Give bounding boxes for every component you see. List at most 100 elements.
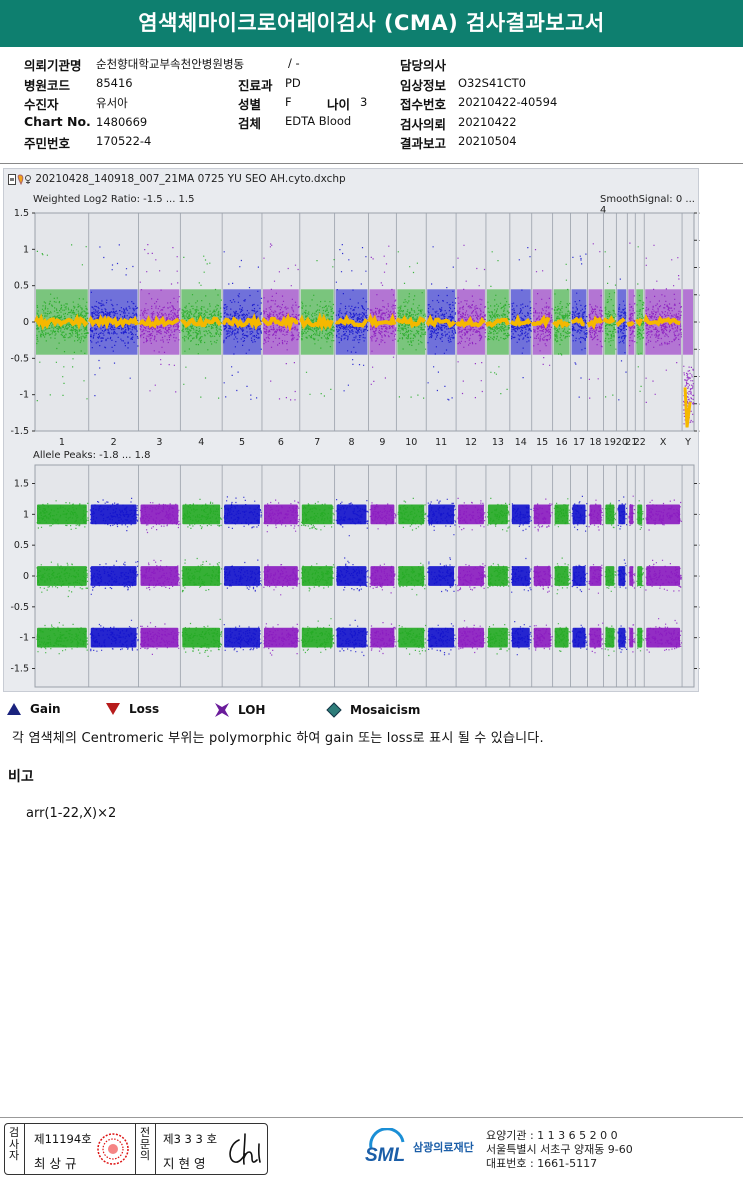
allele-band-chr-4 xyxy=(182,627,221,648)
left-tick-label: 1 xyxy=(23,509,29,520)
allele-band-chr-6 xyxy=(263,504,298,525)
legend: Gain Loss LOH Mosaicism xyxy=(6,702,726,722)
allele-scatter-chr-16 xyxy=(553,498,571,528)
allele-scatter-chr-8 xyxy=(335,499,369,537)
right-tick-label: - 3 xyxy=(699,263,700,274)
left-tick-label: -0.5 xyxy=(10,602,29,613)
header-divider xyxy=(0,163,743,164)
smooth-signal-chr-4 xyxy=(180,315,222,329)
smooth-signal-chr-3 xyxy=(138,314,180,329)
allele-band-chr-20 xyxy=(618,504,626,525)
institution-address: 서울특별시 서초구 양재동 9-60 xyxy=(486,1143,633,1156)
chart-no: 1480669 xyxy=(96,115,148,129)
chromosome-label: 3 xyxy=(156,437,162,448)
allele-band-chr-18 xyxy=(589,504,602,525)
specimen: EDTA Blood xyxy=(285,114,352,128)
age-label: 나이 xyxy=(327,97,351,112)
allele-scatter-chr-2 xyxy=(89,619,139,652)
sign-head-char: 의 xyxy=(139,1149,151,1162)
allele-scatter-chr-10 xyxy=(397,497,427,531)
allele-band-chr-15 xyxy=(533,627,551,648)
log2-points xyxy=(34,242,695,428)
gain-triangle-icon xyxy=(7,703,21,715)
allele-scatter-chr-2 xyxy=(89,560,139,595)
remarks-label: 비고 xyxy=(8,769,34,785)
sign-head-char: 자 xyxy=(8,1149,20,1162)
allele-scatter-chr-7 xyxy=(301,501,335,531)
allele-scatter-chr-13 xyxy=(487,563,510,589)
allele-scatter-chr-12 xyxy=(457,563,487,592)
divider xyxy=(135,1124,136,1174)
ward: / - xyxy=(288,56,300,70)
allele-scatter-chr-5 xyxy=(223,496,263,529)
allele-scatter-chr-7 xyxy=(300,563,335,592)
allele-scatter-chr-18 xyxy=(588,499,604,531)
allele-band-chr-16 xyxy=(554,504,569,525)
right-tick-label: - 1 xyxy=(699,509,700,520)
smooth-signal-chr-16 xyxy=(552,318,571,329)
dept-label: 진료과 xyxy=(238,78,273,93)
allele-scatter-chr-3 xyxy=(140,559,181,591)
chromosome-label: 15 xyxy=(536,437,548,448)
svg-text:SML: SML xyxy=(365,1145,405,1166)
chromosome-label: 2 xyxy=(111,437,117,448)
chromosome-label: 22 xyxy=(634,437,646,448)
left-tick-label: 1 xyxy=(23,244,29,255)
chromosome-label: Y xyxy=(684,437,691,448)
legend-loh-label: LOH xyxy=(238,703,266,717)
allele-scatter-chr-10 xyxy=(397,562,426,596)
smooth-signal-chr-2 xyxy=(87,314,139,330)
left-tick-label: -1.5 xyxy=(10,664,29,675)
legend-mosaicism: Mosaicism xyxy=(326,702,420,718)
mosaicism-diamond-icon xyxy=(326,702,342,718)
smooth-signal-chr-1 xyxy=(34,313,89,331)
legend-mosaicism-label: Mosaicism xyxy=(350,703,421,717)
patient-name: 유서아 xyxy=(96,96,128,110)
smooth-signal-chr-Y xyxy=(683,387,692,428)
file-status-icon xyxy=(8,173,31,185)
allele-scatter-chr-19 xyxy=(604,502,617,529)
allele-band-chr-14 xyxy=(511,566,530,586)
allele-band-chr-5 xyxy=(224,627,260,648)
institution-logo-name: 삼광의료재단 xyxy=(413,1141,474,1154)
reviewer-license: 제3 3 3 호 xyxy=(163,1132,218,1146)
divider xyxy=(155,1124,156,1174)
allele-scatter-chr-11 xyxy=(427,557,457,593)
allele-scatter-chr-18 xyxy=(588,564,603,594)
left-tick-label: 0 xyxy=(23,571,29,582)
divider xyxy=(24,1124,25,1174)
patient-label: 수진자 xyxy=(24,97,59,112)
allele-scatter-chr-11 xyxy=(427,623,457,656)
allele-band-chr-2 xyxy=(90,627,137,648)
request-date: 20210422 xyxy=(458,115,517,129)
left-tick-label: 0 xyxy=(23,317,29,328)
age: 3 xyxy=(360,95,368,109)
allele-scatter-chr-1 xyxy=(36,561,89,598)
allele-scatter-chr-21 xyxy=(628,495,636,526)
smooth-signal-chr-13 xyxy=(485,317,510,328)
allele-scatter-chr-9 xyxy=(369,622,397,655)
centromere-note: 각 염색체의 Centromeric 부위는 polymorphic 하여 ga… xyxy=(12,731,544,746)
chromosome-label: 20 xyxy=(616,437,628,448)
reception-no: 20210422-40594 xyxy=(458,95,558,109)
sex-label: 성별 xyxy=(238,97,262,112)
smooth-signal-chr-18 xyxy=(586,315,604,330)
allele-scatter-chr-17 xyxy=(571,564,588,593)
allele-scatter-chr-15 xyxy=(533,498,553,532)
left-tick-label: -1 xyxy=(20,390,29,401)
allele-scatter-chr-1 xyxy=(36,622,89,655)
reviewer-signature-icon xyxy=(229,1133,261,1165)
ordering-org-label: 의뢰기관명 xyxy=(24,58,82,73)
chromosome-label: 18 xyxy=(589,437,601,448)
institution-logo: SML 삼광의료재단 xyxy=(365,1128,474,1166)
right-tick-label: - -1.5 xyxy=(699,664,700,675)
allele-scatter-chr-14 xyxy=(511,621,532,656)
allele-scatter-chr-6 xyxy=(263,564,300,596)
hospital-code: 85416 xyxy=(96,76,133,90)
legend-gain: Gain xyxy=(6,702,61,716)
allele-scatter-chr-15 xyxy=(533,565,553,593)
allele-band-chr-18 xyxy=(589,627,602,648)
allele-peaks-plot: 1.5 1 0.5 0 -0.5 -1 -1.5 - 1.5 - 1 - 0.5 - 0 - -0.5… xyxy=(10,464,700,688)
file-name: 20210428_140918_007_21MA 0725 YU SEO AH.… xyxy=(35,173,346,185)
